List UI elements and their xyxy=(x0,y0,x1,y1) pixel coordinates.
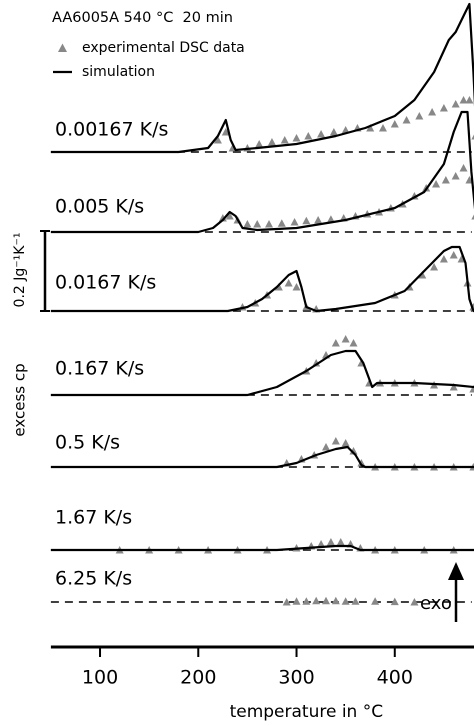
data-point xyxy=(317,130,326,138)
data-point xyxy=(336,538,345,546)
panel-label: 0.5 K/s xyxy=(55,432,120,454)
simulation-line xyxy=(50,445,474,469)
data-point xyxy=(449,383,458,391)
data-point xyxy=(277,219,286,227)
data-point xyxy=(351,597,360,605)
data-point xyxy=(267,138,276,146)
data-point xyxy=(290,218,299,226)
data-point xyxy=(465,96,474,104)
simulation-line xyxy=(50,110,474,234)
data-point xyxy=(471,134,474,140)
legend-marker xyxy=(58,43,67,52)
data-point xyxy=(312,596,321,605)
data-point xyxy=(329,128,338,136)
data-point xyxy=(390,120,399,128)
data-point xyxy=(317,540,326,548)
data-point xyxy=(265,220,274,228)
simulation-line xyxy=(50,544,474,552)
data-point xyxy=(221,128,230,136)
legend-label: simulation xyxy=(82,64,155,80)
panel-label: 0.167 K/s xyxy=(55,358,144,380)
x-tick-label: 200 xyxy=(180,667,216,689)
scale-bar-label: 0.2 Jg⁻¹K⁻¹ xyxy=(12,233,28,308)
data-point xyxy=(218,214,227,222)
data-point xyxy=(341,597,350,605)
x-tick-label: 300 xyxy=(278,667,314,689)
data-point xyxy=(314,216,323,224)
data-point xyxy=(378,124,387,132)
simulation-line xyxy=(50,245,474,313)
data-point xyxy=(302,216,311,225)
data-point xyxy=(341,126,350,134)
data-point xyxy=(331,339,340,347)
data-point xyxy=(274,283,283,291)
data-point xyxy=(366,124,375,132)
exo-arrowhead xyxy=(448,562,464,580)
panel-label: 0.0167 K/s xyxy=(55,272,156,294)
data-point xyxy=(430,263,439,271)
data-point xyxy=(292,283,301,291)
data-point xyxy=(428,108,437,116)
annotation: exo xyxy=(420,593,452,614)
data-point xyxy=(341,439,350,447)
data-point xyxy=(451,100,460,108)
data-point xyxy=(326,215,335,223)
data-point xyxy=(432,180,441,188)
data-point xyxy=(322,596,330,605)
x-tick-label: 100 xyxy=(82,667,118,689)
panel-label: 6.25 K/s xyxy=(55,568,132,590)
data-point xyxy=(213,136,222,144)
data-point xyxy=(459,164,468,172)
simulation-line xyxy=(50,2,474,154)
data-point xyxy=(225,212,234,220)
legend-label: experimental DSC data xyxy=(82,40,245,56)
data-point xyxy=(390,597,399,606)
data-point xyxy=(418,271,427,279)
data-point xyxy=(292,134,301,142)
data-point xyxy=(349,339,358,347)
data-point xyxy=(255,140,264,148)
data-point xyxy=(357,459,366,467)
data-point xyxy=(322,443,330,451)
data-point xyxy=(284,279,293,287)
data-point xyxy=(415,112,424,120)
data-point xyxy=(410,598,419,606)
data-point xyxy=(349,447,358,455)
data-point xyxy=(459,96,468,104)
chart-title: AA6005A 540 °C 20 min xyxy=(52,10,233,26)
data-point xyxy=(331,437,340,445)
data-point xyxy=(451,172,460,180)
data-point xyxy=(292,597,301,605)
data-point xyxy=(371,597,380,605)
data-point xyxy=(280,136,289,144)
data-point xyxy=(402,116,411,124)
data-point xyxy=(439,255,448,263)
panel-label: 0.00167 K/s xyxy=(55,119,168,141)
data-point xyxy=(439,104,448,112)
data-point xyxy=(341,335,350,343)
panel-label: 0.005 K/s xyxy=(55,196,144,218)
panel-label: 1.67 K/s xyxy=(55,507,132,529)
data-point xyxy=(253,220,262,228)
simulation-line xyxy=(50,349,474,397)
x-tick-label: 400 xyxy=(377,667,413,689)
data-point xyxy=(326,538,335,546)
y-axis-label: excess cp xyxy=(11,363,29,436)
data-point xyxy=(471,214,474,220)
data-point xyxy=(441,176,450,184)
data-point xyxy=(449,251,458,259)
data-point xyxy=(282,598,291,606)
data-point xyxy=(302,597,311,605)
data-point xyxy=(304,132,313,140)
data-point xyxy=(243,220,252,228)
data-point xyxy=(331,596,340,605)
x-axis-label: temperature in °C xyxy=(230,702,384,722)
